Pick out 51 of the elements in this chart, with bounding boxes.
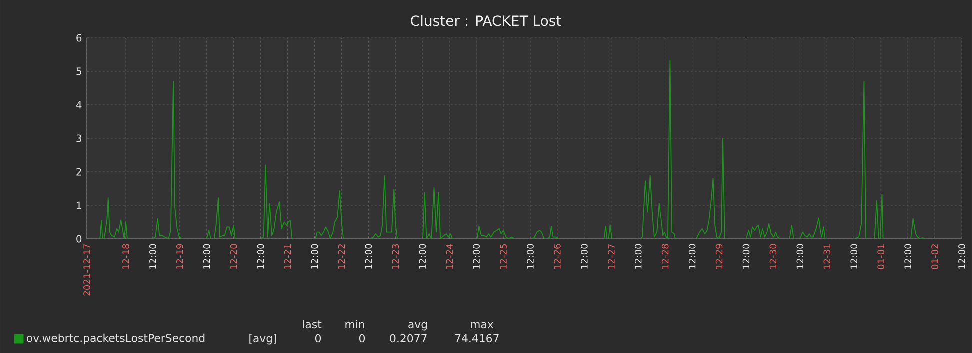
y-tick-label: 0 [76, 235, 82, 243]
x-tick-label: 12:00 [527, 244, 534, 269]
x-tick-label: 12:00 [365, 244, 372, 269]
x-tick-label: 12-26 [554, 244, 561, 270]
text: 0 [315, 334, 322, 343]
text: avg [408, 322, 428, 331]
x-tick-label: 12-21 [284, 244, 292, 270]
x-tick-label: 12-29 [716, 244, 723, 270]
x-tick-label: 12:00 [473, 244, 480, 269]
x-tick-label: 12-24 [446, 244, 453, 270]
x-tick-label: 12-25 [500, 244, 507, 270]
legend-label: ov.webrtc.packetsLostPerSecond [27, 334, 205, 344]
x-tick-label: 12-19 [176, 244, 184, 270]
text: 74.4167 [455, 334, 499, 343]
x-tick-label: 12-30 [770, 244, 777, 270]
text: max [471, 322, 494, 329]
x-tick-label: 12-22 [338, 244, 346, 270]
text: 0 [359, 334, 366, 343]
x-tick-label: 12-20 [230, 244, 238, 270]
text: min [346, 320, 364, 328]
x-tick-label: 12-27 [608, 244, 615, 270]
x-tick-label: 12:00 [257, 244, 264, 269]
x-tick-label: 12:00 [634, 244, 642, 269]
x-tick-label: 12-18 [122, 244, 130, 270]
x-tick-label: 12-31 [824, 244, 831, 270]
x-tick-label: 2021-12-17 [84, 244, 90, 296]
x-tick-label: 01-02 [932, 244, 938, 270]
x-tick-label: 12:00 [688, 244, 696, 269]
x-tick-label: 12:00 [581, 244, 588, 269]
y-tick-label: 1 [77, 202, 82, 210]
chart-title: Cluster : PACKET Lost [411, 15, 562, 26]
x-tick-label: 12:00 [311, 244, 318, 269]
x-tick-label: 12:00 [150, 244, 156, 269]
x-tick-label: 12:00 [958, 244, 966, 269]
x-tick-label: 12:00 [796, 244, 804, 269]
x-tick-label: 12:00 [742, 244, 750, 269]
x-tick-label: 12:00 [203, 244, 210, 269]
x-tick-label: 12:00 [419, 244, 426, 269]
text: [avg] [250, 334, 276, 345]
y-tick-label: 2 [76, 168, 82, 176]
x-tick-label: 12:00 [850, 244, 858, 269]
y-tick-label: 4 [76, 101, 82, 109]
y-tick-label: 6 [76, 34, 82, 42]
y-tick-label: 3 [76, 134, 82, 142]
y-tick-label: 5 [76, 68, 82, 76]
x-tick-label: 01-01 [878, 244, 885, 270]
text: last [303, 320, 322, 329]
x-tick-label: 12:00 [904, 244, 912, 269]
text: 0.2077 [390, 334, 427, 343]
x-tick-label: 12-28 [662, 244, 669, 270]
x-tick-label: 12-23 [392, 244, 400, 270]
